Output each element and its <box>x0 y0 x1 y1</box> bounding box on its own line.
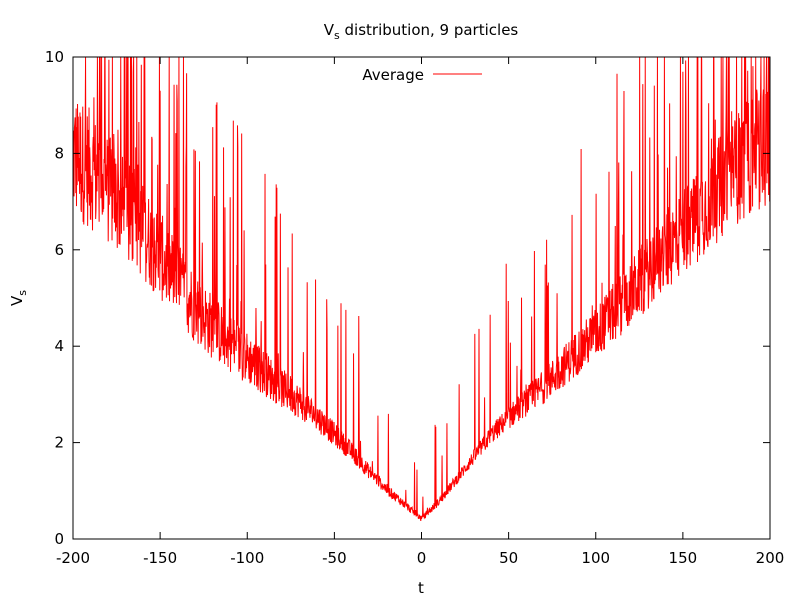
series-layer <box>72 56 771 522</box>
plot-area: -200 -150 -100 -50 0 50 100 150 200 0 2 4 6 8 10 <box>45 48 784 567</box>
x-tick-label: 100 <box>581 549 610 567</box>
x-axis-label: t <box>418 579 424 597</box>
x-tick-label: 0 <box>417 549 427 567</box>
x-tick-label: -150 <box>143 549 177 567</box>
x-tick-label: -100 <box>230 549 264 567</box>
x-tick-label: 50 <box>499 549 518 567</box>
chart-title: Vs distribution, 9 particles <box>324 21 519 42</box>
series-line-average <box>72 56 771 522</box>
x-ticks: -200 -150 -100 -50 0 50 100 150 200 <box>56 57 784 567</box>
legend-label: Average <box>362 66 424 84</box>
y-tick-label: 4 <box>54 337 64 355</box>
legend: Average <box>362 66 482 84</box>
x-tick-label: -50 <box>322 549 347 567</box>
x-tick-label: -200 <box>56 549 90 567</box>
y-ticks: 0 2 4 6 8 10 <box>45 48 770 548</box>
x-tick-label: 150 <box>669 549 698 567</box>
y-tick-label: 6 <box>54 241 64 259</box>
y-tick-label: 2 <box>54 434 64 452</box>
y-tick-label: 8 <box>54 144 64 162</box>
y-tick-label: 10 <box>45 48 64 66</box>
x-tick-label: 200 <box>756 549 785 567</box>
y-tick-label: 0 <box>54 530 64 548</box>
y-axis-label: Vs <box>8 290 29 306</box>
